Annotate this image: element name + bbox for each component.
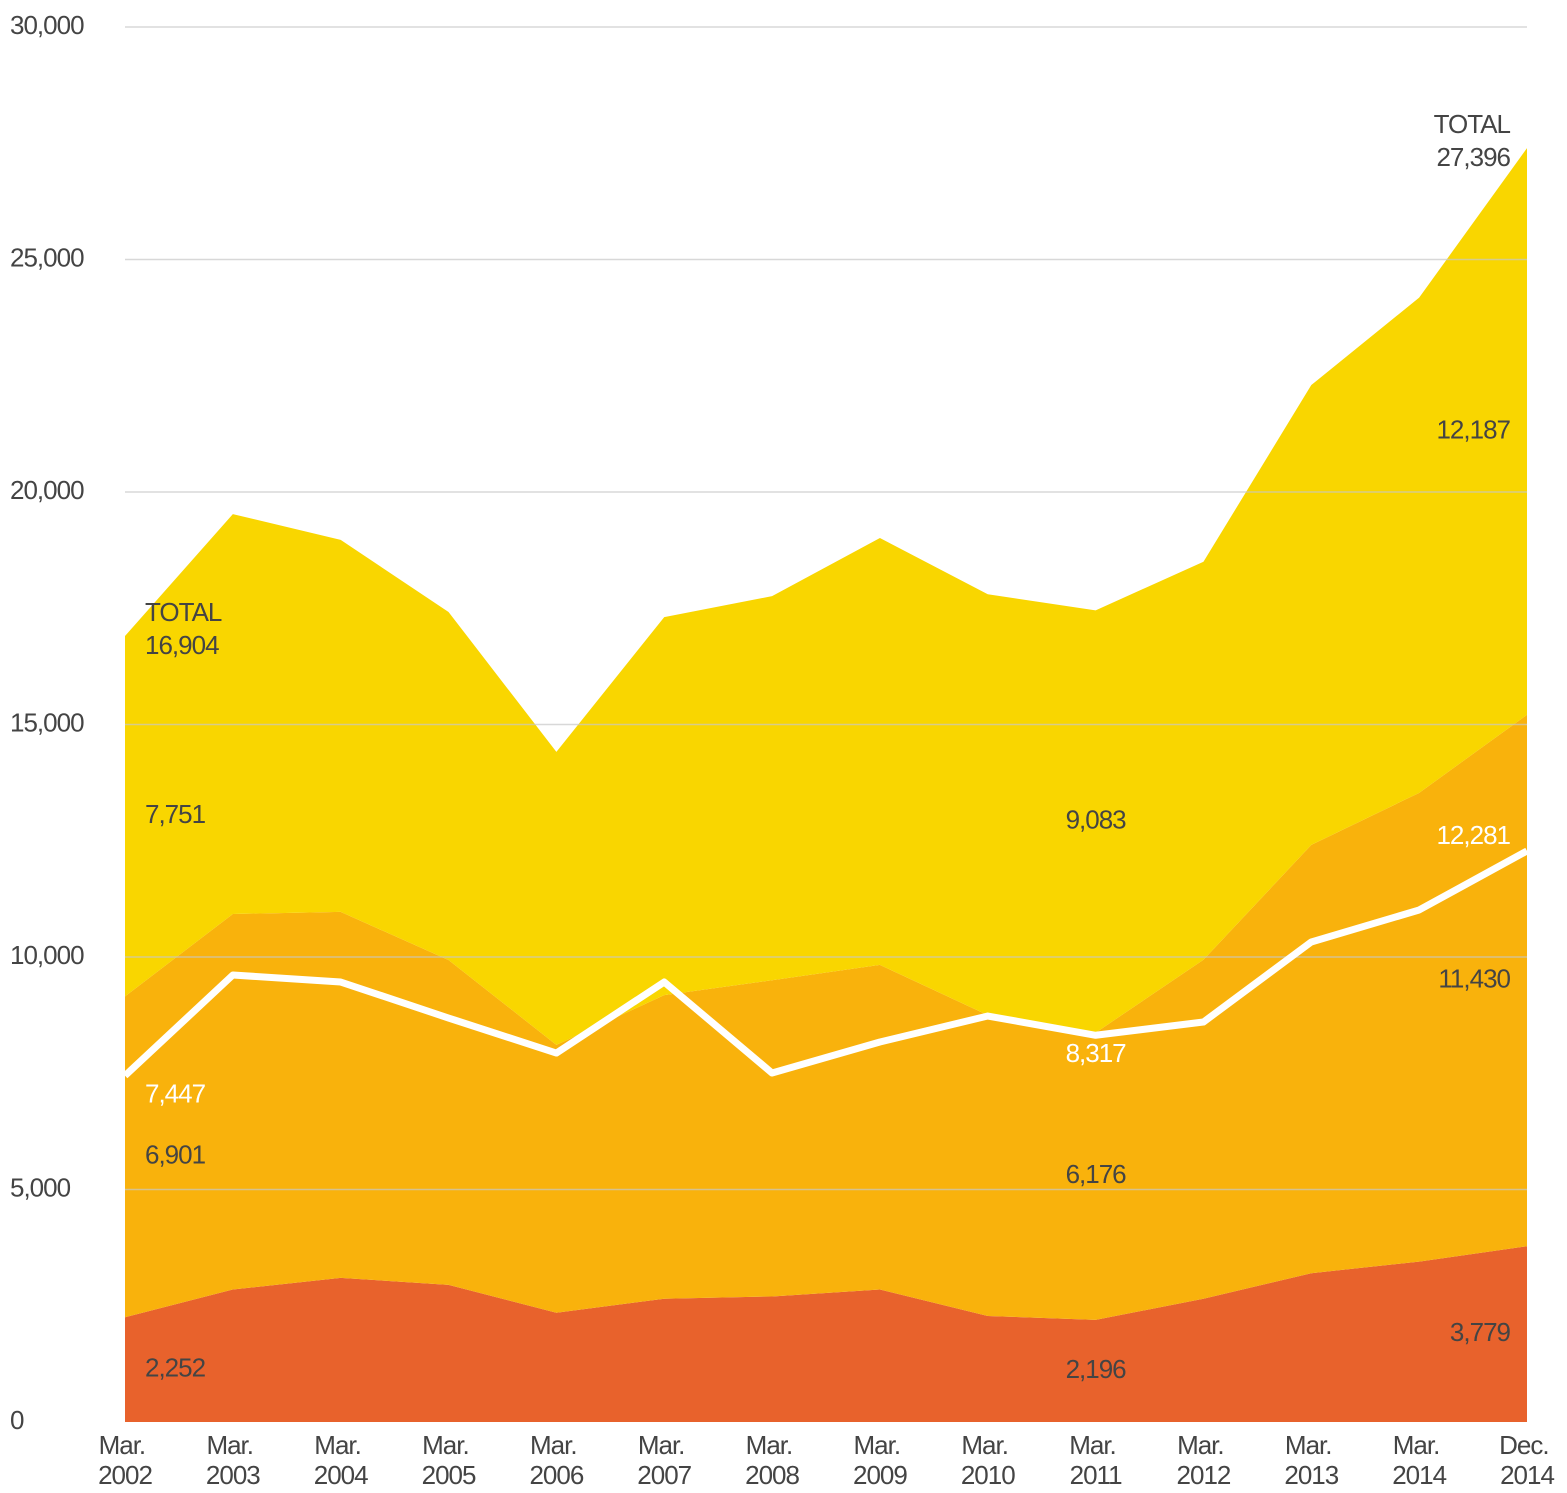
line-label: 12,281 <box>1436 820 1510 850</box>
annotation-value: 27,396 <box>1436 142 1510 172</box>
line-label: 7,447 <box>145 1079 206 1109</box>
annotation-title: TOTAL <box>145 597 222 627</box>
x-tick-line: Mar. <box>530 1430 583 1460</box>
x-tick-line: Mar. <box>1393 1430 1446 1460</box>
y-tick-label: 5,000 <box>10 1172 71 1202</box>
x-tick-line: Mar. <box>746 1430 799 1460</box>
x-tick-line: 2014 <box>1500 1460 1554 1490</box>
data-label: 2,252 <box>145 1353 206 1383</box>
data-label: 9,083 <box>1066 804 1127 834</box>
data-label: 12,187 <box>1436 414 1510 444</box>
data-label: 7,751 <box>145 799 206 829</box>
data-label: 6,176 <box>1066 1159 1127 1189</box>
x-tick-line: 2013 <box>1284 1460 1338 1490</box>
x-tick-line: Mar. <box>961 1430 1014 1460</box>
x-tick-label: Mar. 2006 <box>529 1430 583 1490</box>
x-tick-label: Mar. 2012 <box>1177 1430 1231 1490</box>
area <box>125 148 1527 1045</box>
x-tick-line: Mar. <box>854 1430 907 1460</box>
annotation-title: TOTAL <box>1434 109 1511 139</box>
x-tick-label: Mar. 2008 <box>745 1430 799 1490</box>
x-tick-label: Dec. 2014 <box>1499 1430 1555 1490</box>
y-tick-label: 10,000 <box>10 940 84 970</box>
x-tick-label: Mar. 2002 <box>98 1430 152 1490</box>
x-tick-line: 2003 <box>206 1460 260 1490</box>
x-tick-line: 2011 <box>1070 1460 1122 1490</box>
x-tick-line: 2004 <box>314 1460 368 1490</box>
x-tick-label: Mar. 2005 <box>422 1430 476 1490</box>
x-tick-label: Mar. 2007 <box>637 1430 691 1490</box>
y-tick-label: 15,000 <box>10 707 84 737</box>
x-tick-line: Mar. <box>1285 1430 1338 1460</box>
x-tick-line: Mar. <box>206 1430 259 1460</box>
x-tick-line: 2009 <box>853 1460 907 1490</box>
x-tick-label: Mar. 2004 <box>314 1430 368 1490</box>
x-tick-line: 2005 <box>422 1460 476 1490</box>
data-label: 2,196 <box>1066 1354 1127 1384</box>
x-tick-line: 2014 <box>1392 1460 1446 1490</box>
y-tick-label: 25,000 <box>10 242 84 272</box>
x-tick-line: 2002 <box>98 1460 152 1490</box>
data-label: 3,779 <box>1450 1317 1511 1347</box>
data-label: 6,901 <box>145 1140 206 1170</box>
line <box>122 847 1529 1079</box>
x-tick-line: Mar. <box>1069 1430 1122 1460</box>
x-tick-label: Mar. 2013 <box>1284 1430 1338 1490</box>
x-tick-line: 2007 <box>637 1460 691 1490</box>
x-tick-label: Mar. 2009 <box>853 1430 907 1490</box>
line-label: 8,317 <box>1066 1038 1127 1068</box>
x-tick-line: 2008 <box>745 1460 799 1490</box>
y-tick-label: 0 <box>10 1405 24 1435</box>
annotation-value: 16,904 <box>145 630 219 660</box>
x-tick-line: Mar. <box>314 1430 367 1460</box>
area <box>125 1246 1527 1422</box>
x-tick-line: Mar. <box>638 1430 691 1460</box>
x-tick-line: 2010 <box>961 1460 1015 1490</box>
data-label: 11,430 <box>1438 963 1510 993</box>
x-tick-label: Mar. 2010 <box>961 1430 1015 1490</box>
x-tick-line: 2006 <box>529 1460 583 1490</box>
y-tick-label: 30,000 <box>10 10 84 40</box>
x-tick-line: Dec. <box>1499 1430 1555 1460</box>
area <box>125 714 1527 1320</box>
x-tick-line: Mar. <box>1177 1430 1230 1460</box>
x-tick-label: Mar. 2011 <box>1069 1430 1122 1490</box>
x-tick-line: 2012 <box>1177 1460 1231 1490</box>
x-tick-line: Mar. <box>99 1430 152 1460</box>
y-tick-label: 20,000 <box>10 475 84 505</box>
x-tick-label: Mar. 2003 <box>206 1430 260 1490</box>
x-tick-label: Mar. 2014 <box>1392 1430 1446 1490</box>
x-tick-line: Mar. <box>422 1430 475 1460</box>
